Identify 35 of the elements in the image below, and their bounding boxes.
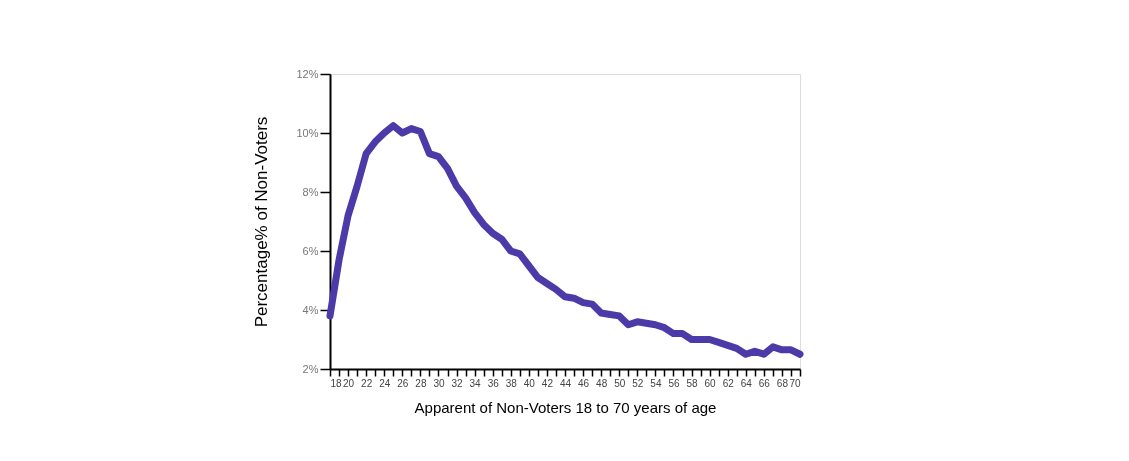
y-axis-title: Percentage% of Non-Voters xyxy=(252,116,272,328)
x-tick-label: 64 xyxy=(740,377,753,389)
x-tick-label: 18 xyxy=(330,377,343,389)
x-tick-label: 44 xyxy=(559,377,572,389)
x-tick-label: 70 xyxy=(789,377,801,389)
x-tick-label: 56 xyxy=(668,377,680,389)
x-tick-label: 34 xyxy=(469,377,482,389)
x-tick-label: 24 xyxy=(379,377,391,389)
x-tick-label: 42 xyxy=(541,377,554,389)
x-tick-label: 52 xyxy=(632,377,644,389)
y-tick-label: 10% xyxy=(296,126,319,139)
x-tick-label: 32 xyxy=(451,377,464,389)
x-tick-label: 62 xyxy=(722,377,735,389)
x-tick-label: 28 xyxy=(415,377,427,389)
x-tick-label: 68 xyxy=(776,377,789,389)
y-tick-label: 6% xyxy=(302,244,319,257)
x-tick-label: 58 xyxy=(686,377,699,389)
y-tick-label: 4% xyxy=(302,303,319,316)
x-tick-label: 30 xyxy=(433,377,445,389)
x-tick-label: 22 xyxy=(361,377,373,389)
x-tick-label: 66 xyxy=(758,377,771,389)
x-tick-label: 38 xyxy=(505,377,518,389)
x-tick-label: 54 xyxy=(650,377,662,389)
x-tick-label: 46 xyxy=(578,377,590,389)
y-tick-label: 8% xyxy=(302,185,319,198)
x-tick-label: 60 xyxy=(704,377,717,389)
x-axis-title: Apparent of Non-Voters 18 to 70 years of age xyxy=(414,398,717,416)
x-tick-label: 48 xyxy=(596,377,608,389)
x-tick-label: 40 xyxy=(523,377,536,389)
y-tick-label: 2% xyxy=(302,362,319,375)
x-tick-label: 50 xyxy=(614,377,626,389)
y-tick-label: 12% xyxy=(296,67,319,80)
x-tick-label: 36 xyxy=(487,377,500,389)
x-tick-label: 26 xyxy=(397,377,409,389)
x-tick-label: 20 xyxy=(343,377,355,389)
